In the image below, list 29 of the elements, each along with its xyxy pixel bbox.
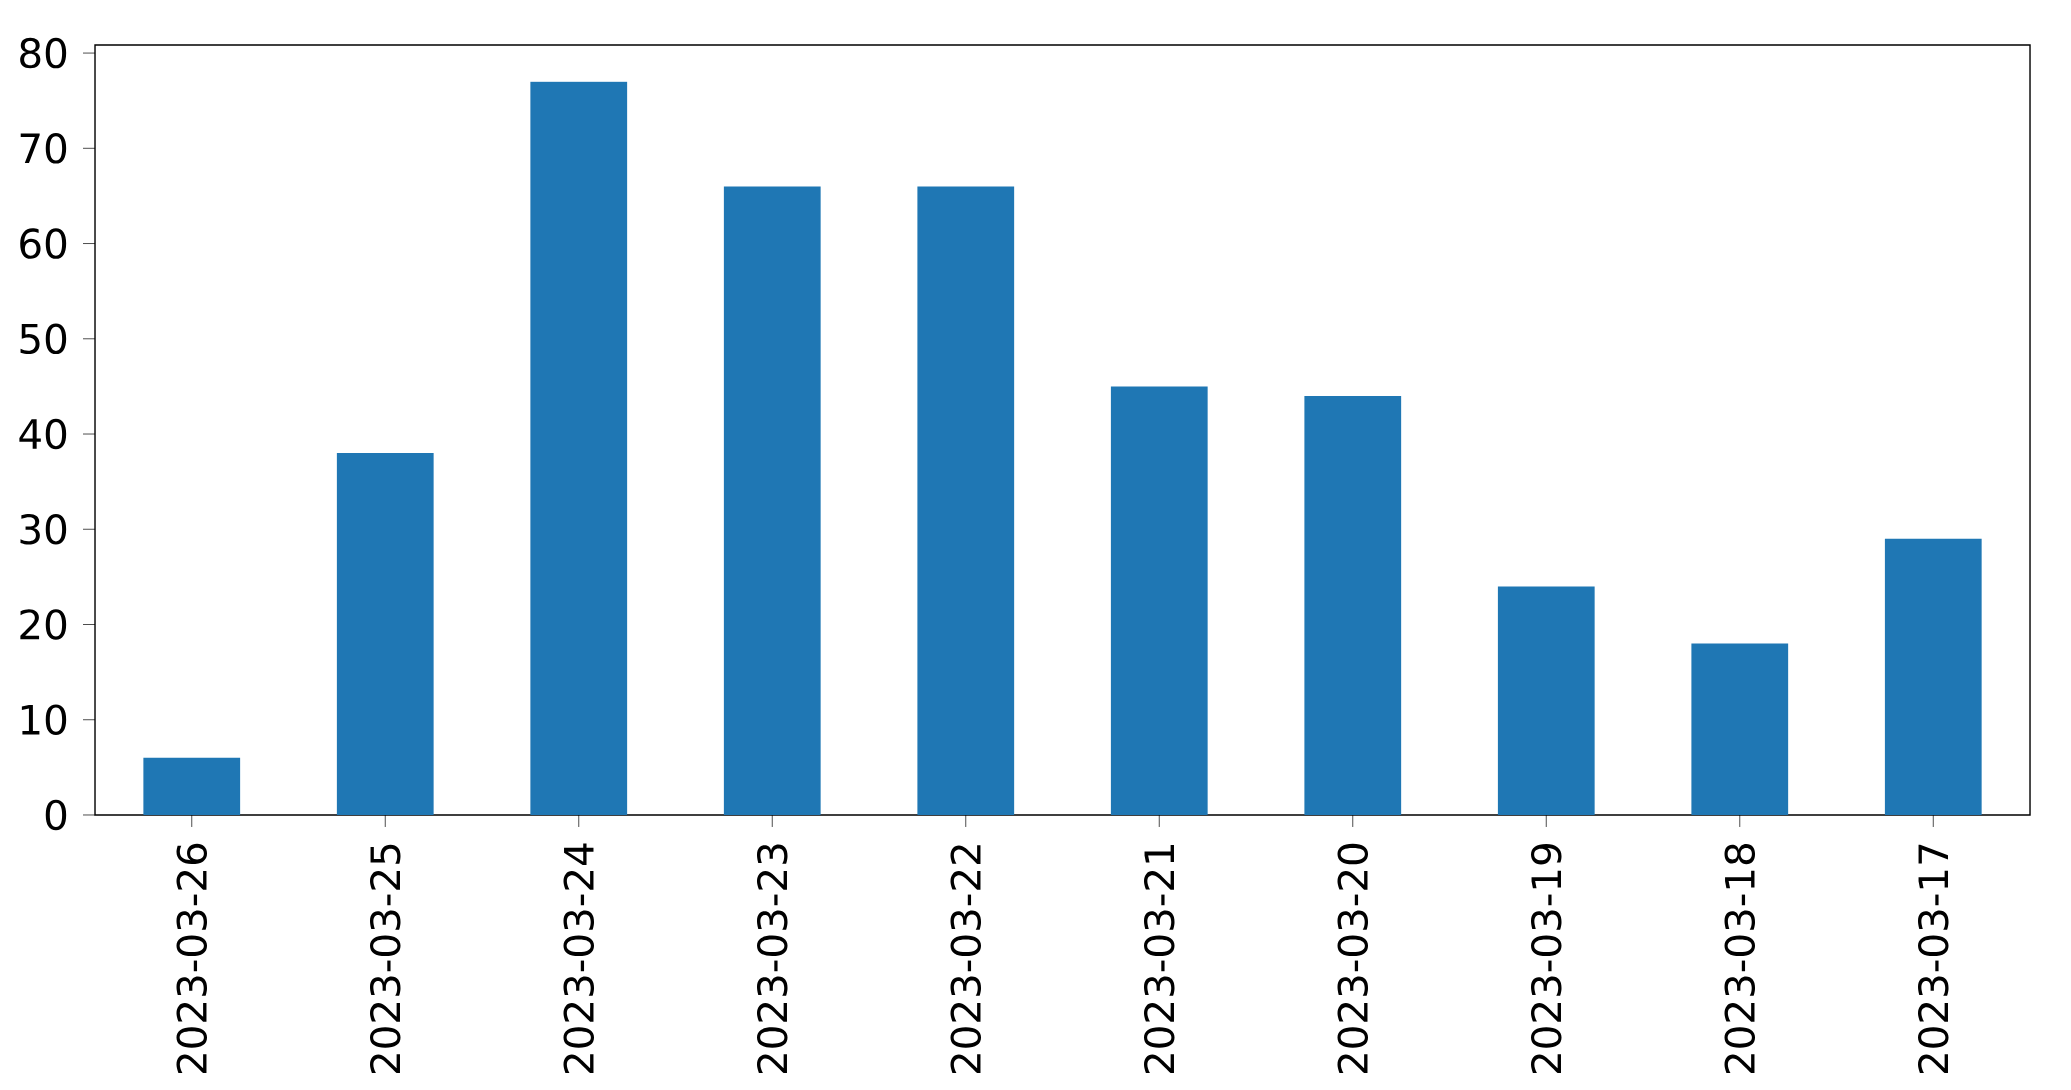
y-tick-label: 30 <box>20 514 67 545</box>
bar <box>723 186 821 816</box>
x-tick-label: 2023-03-19 <box>1531 844 1562 1074</box>
x-tick-label: 2023-03-18 <box>1724 844 1756 1074</box>
bar <box>1691 643 1789 816</box>
y-tick-label: 80 <box>20 38 67 69</box>
y-tick-label: 40 <box>19 419 67 450</box>
bar <box>336 453 434 816</box>
bar <box>1884 539 1982 816</box>
bar <box>1110 386 1208 816</box>
x-tick-label: 2023-03-25 <box>369 845 401 1074</box>
x-tick-label: 2023-03-22 <box>950 845 982 1074</box>
x-tick-label: 2023-03-26 <box>176 844 208 1074</box>
x-tick-label: 2023-03-17 <box>1918 844 1949 1074</box>
bar <box>1304 396 1402 816</box>
y-tick-label: 0 <box>45 799 67 831</box>
bar <box>917 186 1015 816</box>
x-tick-label: 2023-03-24 <box>563 843 595 1074</box>
bar <box>1497 586 1595 816</box>
y-tick-label: 70 <box>20 133 67 164</box>
y-tick-label: 10 <box>21 704 67 736</box>
x-tick-label: 2023-03-21 <box>1143 845 1175 1074</box>
bar <box>143 758 241 816</box>
bar <box>530 81 628 816</box>
x-tick-label: 2023-03-20 <box>1337 844 1369 1074</box>
y-tick-label: 60 <box>20 228 67 260</box>
y-tick-label: 50 <box>20 323 67 355</box>
y-tick-label: 20 <box>20 609 67 641</box>
x-tick-label: 2023-03-23 <box>756 844 788 1074</box>
